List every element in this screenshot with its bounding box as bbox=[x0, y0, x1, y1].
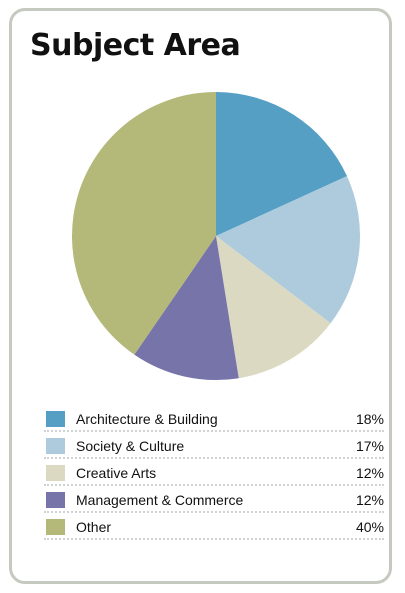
pie-slice-management-commerce bbox=[134, 236, 239, 380]
pie-slice-other bbox=[71, 92, 217, 355]
pie-slice-society-culture bbox=[216, 176, 361, 324]
chart-title: Subject Area bbox=[30, 28, 241, 63]
pie-slice-architecture-building bbox=[216, 92, 347, 236]
pie-slice-creative-arts bbox=[216, 236, 331, 379]
pie-chart bbox=[71, 92, 361, 380]
